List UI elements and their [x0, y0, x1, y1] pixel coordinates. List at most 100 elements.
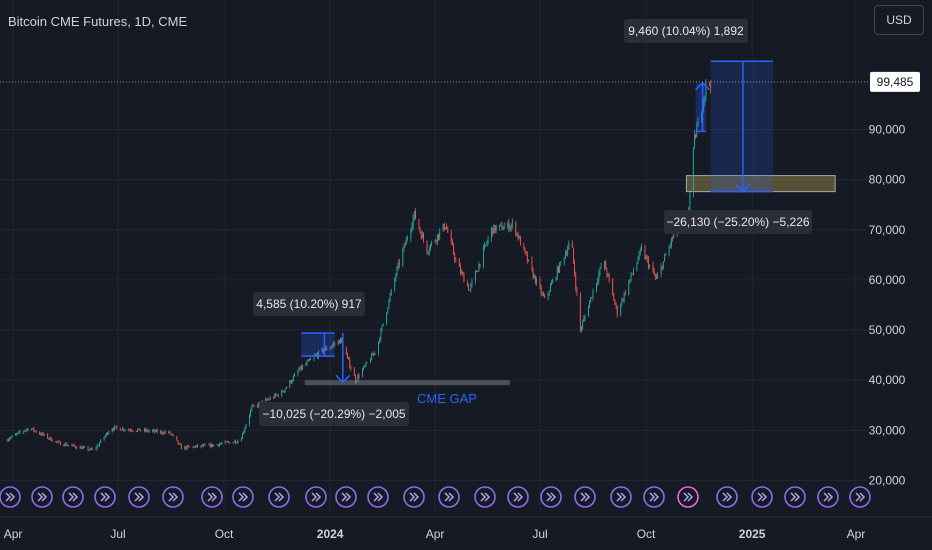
candle-body	[201, 445, 203, 447]
candle-body	[71, 445, 73, 446]
event-icon[interactable]	[305, 486, 327, 508]
candle-body	[100, 439, 102, 443]
candle-body	[494, 224, 496, 232]
event-icon[interactable]	[403, 486, 425, 508]
candle-body	[607, 274, 609, 276]
candle-body	[242, 433, 243, 439]
measure-label: 9,460 (10.04%) 1,892	[624, 19, 748, 43]
event-icon[interactable]	[62, 486, 84, 508]
candle-body	[455, 259, 457, 261]
event-icon[interactable]	[784, 486, 806, 508]
candle-body	[99, 442, 100, 446]
event-icon[interactable]	[335, 486, 357, 508]
candle-body	[525, 251, 527, 255]
candle-body	[18, 431, 20, 433]
event-icon[interactable]	[128, 486, 150, 508]
event-icon[interactable]	[367, 486, 389, 508]
measure-label-box	[664, 210, 812, 234]
candle-body	[65, 443, 67, 446]
candle-body	[491, 227, 493, 239]
candle-body	[154, 430, 156, 432]
candle-body	[539, 279, 541, 287]
event-icon[interactable]	[201, 486, 223, 508]
candle-body	[397, 262, 399, 268]
candle-body	[439, 230, 441, 238]
candle-body	[581, 327, 582, 330]
candle-body	[33, 428, 35, 431]
candle-body	[523, 245, 525, 248]
candle-body	[55, 441, 57, 443]
candle-body	[192, 446, 194, 448]
candle-body	[483, 248, 484, 266]
candle-body	[189, 446, 190, 448]
cme-gap-zone	[304, 380, 511, 386]
event-icons-row[interactable]	[0, 486, 871, 508]
candle-body	[509, 227, 511, 230]
candle-body	[575, 274, 577, 289]
candle-body	[81, 447, 83, 450]
event-icon[interactable]	[574, 486, 596, 508]
candle-body	[508, 222, 510, 230]
candle-body	[560, 262, 562, 263]
candle-body	[27, 428, 29, 431]
event-icon[interactable]	[849, 486, 871, 508]
event-icon[interactable]	[268, 486, 290, 508]
candle-body	[97, 445, 99, 447]
last-price-tag: 99,485	[870, 71, 920, 92]
candle-body	[48, 438, 50, 440]
candle-body	[91, 448, 92, 450]
event-icon[interactable]	[438, 486, 460, 508]
candle-body	[289, 380, 291, 388]
event-icon[interactable]	[507, 486, 529, 508]
candle-body	[443, 223, 445, 230]
candle-body	[315, 354, 317, 356]
event-icon[interactable]	[817, 486, 839, 508]
candle-body	[355, 376, 356, 383]
candle-body	[435, 240, 437, 242]
candle-body	[111, 428, 113, 432]
candle-body	[641, 247, 642, 250]
candle-body	[571, 243, 573, 248]
candle-body	[160, 431, 162, 433]
candle-body	[265, 399, 267, 402]
event-icon[interactable]	[643, 486, 665, 508]
event-icon[interactable]	[162, 486, 184, 508]
currency-button[interactable]: USD	[874, 5, 924, 35]
event-icon[interactable]	[677, 486, 699, 508]
event-icon[interactable]	[610, 486, 632, 508]
measure-tools[interactable]: 4,585 (10.20%) 917 −10,025 (−20.29%) −2,0…	[253, 19, 812, 426]
candle-body	[374, 353, 376, 355]
price-axis[interactable]: 20,000 30,000 40,000 50,000 60,000 70,000 80,0…	[869, 122, 906, 487]
candle-body	[459, 266, 461, 273]
candle-body	[185, 446, 187, 449]
candle-body	[330, 346, 332, 348]
time-axis[interactable]: Apr Jul Oct 2024 Apr Jul Oct 2025 Apr	[4, 527, 866, 541]
event-icon[interactable]	[31, 486, 53, 508]
candle-body	[216, 444, 218, 446]
candle-body	[204, 444, 205, 446]
candle-body	[108, 431, 110, 435]
event-icon[interactable]	[474, 486, 496, 508]
candle-body	[121, 430, 122, 432]
candle-body	[492, 227, 494, 234]
candle-body	[478, 263, 480, 272]
event-icon[interactable]	[716, 486, 738, 508]
event-icon[interactable]	[0, 486, 21, 508]
candle-body	[171, 434, 173, 435]
event-icon[interactable]	[751, 486, 773, 508]
candle-body	[156, 429, 158, 433]
candle-body	[411, 226, 413, 230]
candle-body	[695, 134, 697, 138]
event-icon[interactable]	[540, 486, 562, 508]
candle-body	[245, 424, 247, 429]
candle-body	[25, 429, 27, 431]
y-tick-label: 40,000	[869, 373, 906, 387]
x-tick-label: Apr	[426, 527, 445, 541]
candle-body	[519, 236, 521, 246]
event-icon[interactable]	[94, 486, 116, 508]
candle-body	[548, 291, 550, 294]
y-tick-label: 70,000	[869, 223, 906, 237]
candle-body	[579, 294, 581, 330]
event-icon[interactable]	[232, 486, 254, 508]
